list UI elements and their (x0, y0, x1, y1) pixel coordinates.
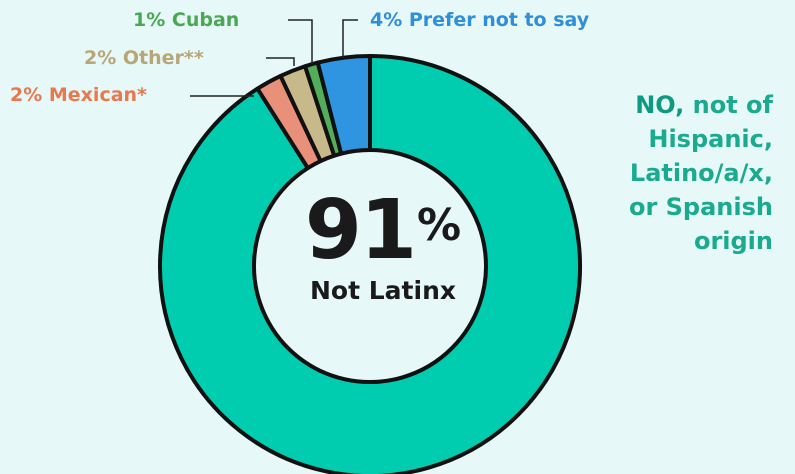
center-unit: % (417, 200, 462, 251)
label-pct-other: 2% (84, 47, 116, 69)
label-mexican: 2% Mexican* (10, 84, 147, 106)
side-note-rest: not of (692, 91, 773, 119)
label-text-cuban: Cuban (165, 9, 239, 31)
label-text-other: Other** (116, 47, 204, 69)
side-note-line-3: Latino/a/x, (629, 159, 773, 187)
center-caption: Not Latinx (310, 276, 456, 305)
label-pct-prefer-not-to-say: 4% (370, 9, 402, 31)
label-prefer-not-to-say: 4% Prefer not to say (370, 9, 590, 31)
slice-prefer-not-to-say (315, 54, 372, 156)
label-pct-mexican: 2% (10, 84, 42, 106)
leader-line-other (266, 57, 295, 66)
slice-not-latinx (158, 54, 582, 474)
side-note-line-2: Hispanic, (648, 125, 773, 153)
label-other: 2% Other** (84, 47, 204, 69)
side-note-strong: NO, (635, 91, 685, 119)
side-note-line-5: origin (693, 227, 773, 255)
side-note-line-1: NO, not of (629, 88, 773, 122)
leader-line-cuban (288, 19, 313, 64)
leader-line-prefer-not-to-say (342, 19, 358, 58)
center-value: 91 (304, 183, 417, 278)
side-note-line-4: or Spanish (628, 193, 773, 221)
side-note: NO, not of Hispanic, Latino/a/x, or Span… (629, 88, 773, 258)
center-label: 91% Not Latinx (288, 190, 478, 306)
label-cuban: 1% Cuban (133, 9, 239, 31)
label-text-prefer-not-to-say: Prefer not to say (402, 9, 590, 31)
label-text-mexican: Mexican* (42, 84, 147, 106)
label-pct-cuban: 1% (133, 9, 165, 31)
